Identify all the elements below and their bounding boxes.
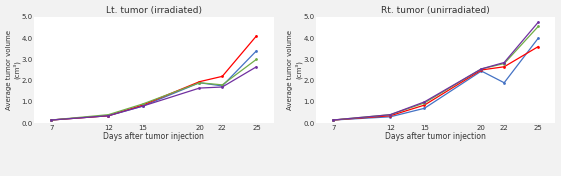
Title: Lt. tumor (irradiated): Lt. tumor (irradiated) bbox=[106, 6, 202, 15]
X-axis label: Days after tumor injection: Days after tumor injection bbox=[385, 132, 486, 141]
Y-axis label: Average tumor volume
(cm³): Average tumor volume (cm³) bbox=[6, 30, 20, 110]
Title: Rt. tumor (unirradiated): Rt. tumor (unirradiated) bbox=[381, 6, 490, 15]
Y-axis label: Average tumor volume
(cm³): Average tumor volume (cm³) bbox=[287, 30, 302, 110]
X-axis label: Days after tumor injection: Days after tumor injection bbox=[103, 132, 204, 141]
